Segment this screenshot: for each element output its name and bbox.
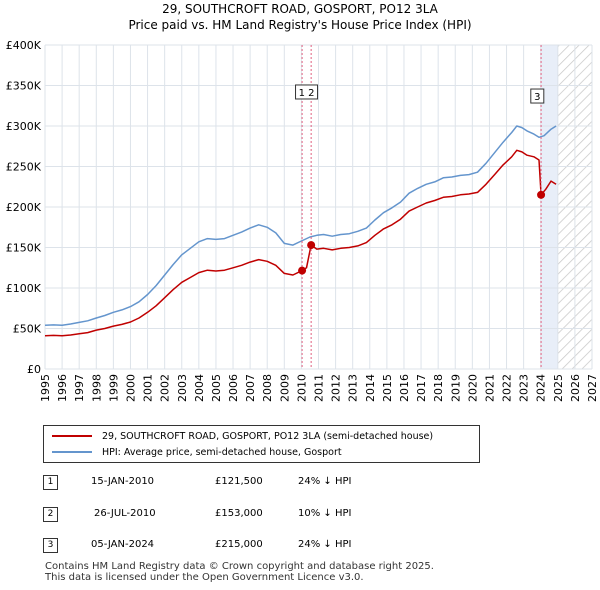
y-tick-label: £50K: [13, 323, 42, 336]
transaction-price: £153,000: [215, 508, 263, 519]
x-tick-label: 2023: [518, 374, 531, 402]
x-tick-label: 2027: [586, 374, 599, 402]
transaction-hpi-diff: 24% ↓ HPI: [298, 539, 352, 550]
hpi-line: [44, 125, 557, 327]
x-tick-label: 2019: [449, 374, 462, 402]
transaction-date: 26-JUL-2010: [94, 508, 156, 519]
x-tick-label: 1998: [90, 374, 103, 402]
transaction-row: 1 15-JAN-2010 £121,500 24% ↓ HPI: [43, 475, 463, 491]
footer-copyright: Contains HM Land Registry data © Crown c…: [45, 561, 434, 572]
x-tick-label: 2005: [210, 374, 223, 402]
legend-item-hpi: HPI: Average price, semi-detached house,…: [52, 445, 342, 459]
sale-number-label: 1 2: [299, 88, 315, 99]
transaction-date: 15-JAN-2010: [91, 476, 155, 487]
chart-legend: 29, SOUTHCROFT ROAD, GOSPORT, PO12 3LA (…: [43, 425, 480, 463]
chart-title-line2: Price paid vs. HM Land Registry's House …: [128, 18, 472, 32]
x-tick-label: 2007: [244, 374, 257, 402]
transaction-hpi-diff: 10% ↓ HPI: [298, 508, 352, 519]
transaction-badge: 2: [43, 507, 58, 522]
sale-point: [298, 266, 307, 275]
transaction-date: 05-JAN-2024: [91, 539, 155, 550]
x-tick-label: 2022: [501, 374, 514, 402]
x-tick-label: 2016: [398, 374, 411, 402]
transaction-row: 3 05-JAN-2024 £215,000 24% ↓ HPI: [43, 538, 463, 554]
x-tick-label: 2009: [278, 374, 291, 402]
x-tick-label: 1999: [107, 374, 120, 402]
x-tick-label: 2020: [466, 374, 479, 402]
legend-label-hpi: HPI: Average price, semi-detached house,…: [102, 446, 342, 458]
x-tick-label: 2017: [415, 374, 428, 402]
x-tick-label: 1996: [56, 374, 69, 402]
transaction-hpi-diff: 24% ↓ HPI: [298, 476, 352, 487]
sale-point: [307, 241, 316, 250]
footer: Contains HM Land Registry data © Crown c…: [45, 561, 434, 583]
sale-number-box: [295, 84, 319, 100]
x-tick-label: 2001: [142, 374, 155, 402]
x-tick-label: 2025: [552, 374, 565, 402]
x-tick-label: 2008: [261, 374, 274, 402]
x-tick-label: 2000: [124, 374, 137, 402]
y-tick-label: £300K: [6, 120, 42, 133]
y-tick-label: £250K: [6, 161, 42, 174]
x-tick-label: 2012: [330, 374, 343, 402]
transaction-row: 2 26-JUL-2010 £153,000 10% ↓ HPI: [43, 507, 463, 523]
x-tick-label: 2010: [295, 374, 308, 402]
sale-number-label: 3: [534, 92, 540, 103]
x-tick-label: 2006: [227, 374, 240, 402]
y-tick-label: £100K: [6, 282, 42, 295]
x-tick-label: 2002: [159, 374, 172, 402]
x-tick-label: 2013: [347, 374, 360, 402]
x-tick-label: 1995: [39, 374, 52, 402]
x-tick-label: 2003: [176, 374, 189, 402]
x-tick-label: 2026: [569, 374, 582, 402]
chart-title-line1: 29, SOUTHCROFT ROAD, GOSPORT, PO12 3LA: [162, 2, 438, 16]
x-tick-label: 2014: [364, 374, 377, 402]
transaction-price: £121,500: [215, 476, 263, 487]
y-tick-label: £350K: [6, 80, 42, 93]
transaction-badge: 1: [43, 475, 58, 490]
price-chart: 1 2 3 £0 £50K £100K £150K £200K £250K £300K £350…: [6, 39, 599, 402]
sale-point: [537, 190, 546, 199]
legend-label-price: 29, SOUTHCROFT ROAD, GOSPORT, PO12 3LA (…: [102, 430, 434, 442]
y-tick-label: £0: [27, 363, 41, 376]
x-tick-label: 2018: [432, 374, 445, 402]
y-tick-label: £150K: [6, 242, 42, 255]
x-tick-label: 2021: [483, 374, 496, 402]
x-tick-label: 2004: [193, 374, 206, 402]
x-tick-label: 2015: [381, 374, 394, 402]
x-tick-label: 1997: [73, 374, 86, 402]
transaction-price: £215,000: [215, 539, 263, 550]
x-tick-label: 2024: [535, 374, 548, 402]
legend-item-price: 29, SOUTHCROFT ROAD, GOSPORT, PO12 3LA (…: [52, 429, 433, 443]
y-tick-label: £400K: [6, 39, 42, 52]
legend-swatch-price: [52, 435, 92, 437]
x-tick-label: 2011: [313, 374, 326, 402]
footer-licence: This data is licensed under the Open Gov…: [45, 572, 364, 583]
transaction-badge: 3: [43, 538, 58, 553]
sale-number-box: [530, 88, 545, 104]
legend-swatch-hpi: [52, 451, 92, 453]
y-tick-label: £200K: [6, 201, 42, 214]
